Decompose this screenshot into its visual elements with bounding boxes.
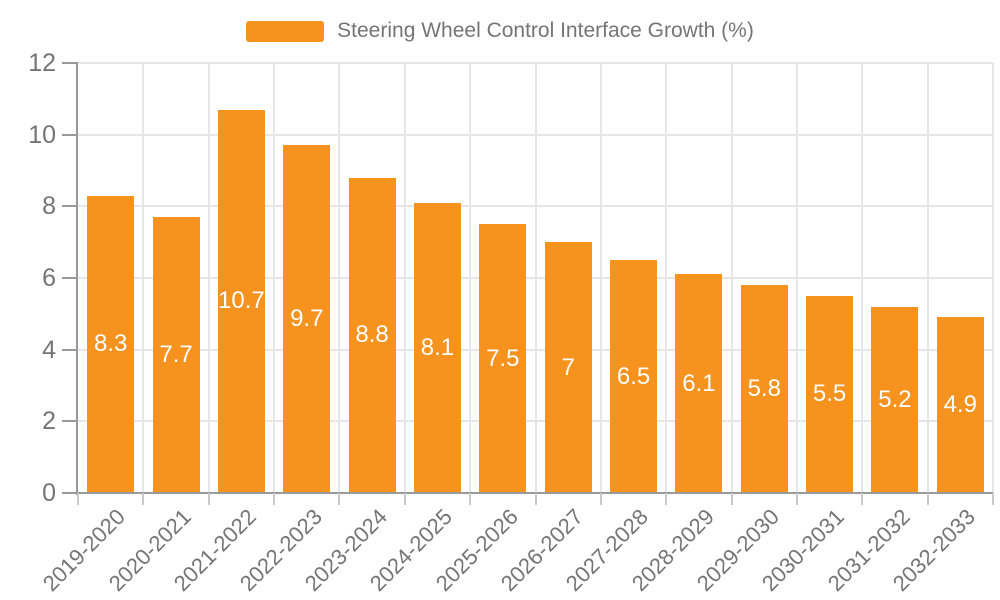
bar[interactable]: 8.8 <box>348 177 396 493</box>
gridline-vertical <box>469 63 472 493</box>
x-axis-tick <box>926 493 929 505</box>
bar[interactable]: 8.1 <box>413 202 461 493</box>
gridline-vertical <box>730 63 733 493</box>
y-axis-label: 10 <box>28 120 56 149</box>
y-axis-line <box>76 63 78 495</box>
y-axis-label: 4 <box>42 335 56 364</box>
gridline-vertical <box>665 63 668 493</box>
y-axis-label: 2 <box>42 407 56 436</box>
bar-value-label: 9.7 <box>290 305 324 333</box>
x-axis-tick <box>142 493 145 505</box>
bar-value-label: 8.8 <box>355 321 389 349</box>
x-axis-tick <box>992 493 994 505</box>
bar[interactable]: 7.7 <box>152 217 200 493</box>
gridline-vertical <box>403 63 406 493</box>
bar[interactable]: 5.2 <box>871 306 919 493</box>
bar-value-label: 5.8 <box>747 375 781 403</box>
bar[interactable]: 8.3 <box>87 195 135 493</box>
bar-value-label: 7.5 <box>486 344 520 372</box>
x-axis-tick <box>665 493 668 505</box>
gridline-vertical <box>273 63 276 493</box>
x-axis-tick <box>861 493 864 505</box>
y-axis-label: 0 <box>42 479 56 507</box>
x-axis-tick <box>599 493 602 505</box>
y-axis-label: 6 <box>42 264 56 292</box>
gridline-vertical <box>992 63 994 493</box>
x-axis-tick <box>730 493 733 505</box>
bar-value-label: 6.1 <box>682 369 716 397</box>
chart-legend[interactable]: Steering Wheel Control Interface Growth … <box>0 19 1000 43</box>
bar-value-label: 7.7 <box>159 341 193 369</box>
bar[interactable]: 7.5 <box>479 224 527 493</box>
x-axis-tick <box>795 493 798 505</box>
bar[interactable]: 4.9 <box>936 317 984 493</box>
x-axis-tick <box>77 493 79 505</box>
bar-value-label: 8.1 <box>420 333 455 361</box>
gridline-vertical <box>534 63 537 493</box>
x-axis-tick <box>338 493 341 505</box>
bar-value-label: 8.3 <box>93 330 128 358</box>
bar[interactable]: 7 <box>544 242 592 493</box>
gridline-vertical <box>926 63 929 493</box>
bar-value-label: 5.2 <box>878 385 912 413</box>
gridline-vertical <box>338 63 341 493</box>
y-axis-tick <box>62 205 78 208</box>
legend-label: Steering Wheel Control Interface Growth … <box>337 19 754 42</box>
bar[interactable]: 5.5 <box>806 295 854 493</box>
y-axis-tick <box>62 277 78 279</box>
legend-swatch-icon <box>246 20 325 42</box>
gridline-vertical <box>861 63 864 493</box>
gridline-vertical <box>142 63 145 493</box>
x-axis-tick <box>403 493 406 505</box>
bar[interactable]: 6.1 <box>675 274 723 493</box>
x-axis-tick <box>273 493 276 505</box>
bar-value-label: 10.7 <box>218 287 265 315</box>
gridline-vertical <box>207 63 210 493</box>
gridline-vertical <box>795 63 798 493</box>
x-axis-tick <box>469 493 472 505</box>
bar[interactable]: 6.5 <box>610 260 658 493</box>
y-axis-tick <box>62 62 78 64</box>
x-axis-tick <box>207 493 210 505</box>
bar[interactable]: 9.7 <box>283 145 331 493</box>
gridline-vertical <box>599 63 602 493</box>
y-axis-tick <box>62 133 78 136</box>
y-axis-label: 8 <box>42 192 56 221</box>
bar-value-label: 7 <box>561 353 575 381</box>
y-axis-tick <box>62 492 78 494</box>
bar[interactable]: 10.7 <box>217 109 265 493</box>
bar-value-label: 4.9 <box>943 391 977 419</box>
y-axis-tick <box>62 420 78 423</box>
y-axis-label: 12 <box>28 49 56 77</box>
bar[interactable]: 5.8 <box>740 285 788 493</box>
y-axis-tick <box>62 348 78 351</box>
bar-value-label: 5.5 <box>812 380 847 408</box>
x-axis-tick <box>534 493 537 505</box>
bar-value-label: 6.5 <box>616 362 651 390</box>
